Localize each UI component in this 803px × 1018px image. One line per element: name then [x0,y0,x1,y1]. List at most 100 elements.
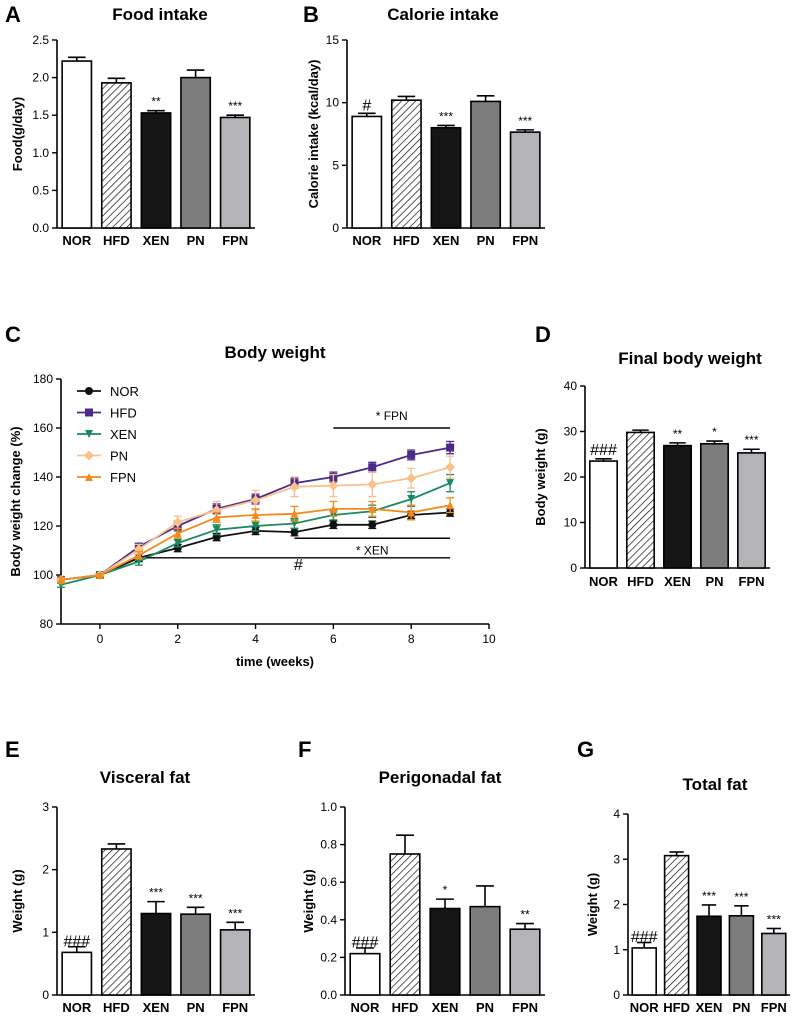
bar-pn [470,100,502,229]
data-point [212,525,221,534]
x-tick-label: 10 [482,632,496,646]
y-tick-label: 0.0 [320,988,337,1002]
data-point [445,462,456,473]
y-tick-label: 100 [33,568,53,582]
bar-pn [700,442,729,569]
panel-label: E [5,737,20,762]
bar-xen [663,444,692,569]
y-tick-label: 4 [613,807,620,821]
significance-mark: *** [702,889,716,903]
bar-hfd [626,431,655,569]
significance-mark: ### [352,935,379,952]
x-tick-label: 8 [408,632,415,646]
significance-mark: *** [228,99,242,113]
bar-hfd [390,99,422,229]
y-tick-label: 1.0 [32,146,49,160]
x-tick-label: HFD [103,233,130,248]
x-tick-label: PN [187,1000,205,1015]
bar-pn [180,76,212,229]
legend-label: HFD [110,406,137,421]
significance-mark: # [362,97,371,114]
y-tick-label: 0.5 [32,183,49,197]
data-point [329,520,338,529]
y-axis-label: Weight (g) [10,869,25,932]
x-tick-label: HFD [663,1000,690,1015]
legend-label: FPN [110,470,136,485]
significance-mark: * [443,883,448,897]
bar-fpn [737,452,766,569]
chart-title: Food intake [112,5,207,24]
bar-xen [140,112,172,229]
legend-label: NOR [110,384,139,399]
data-point [368,520,377,529]
y-tick-label: 0 [42,988,49,1002]
y-tick-label: 180 [33,372,53,386]
bar-nor [349,952,381,996]
x-tick-label: XEN [433,233,460,248]
y-tick-label: 0.2 [320,950,337,964]
significance-mark: ### [590,442,617,459]
data-point [407,495,416,504]
x-tick-label: XEN [143,233,170,248]
panel-E: E Visceral fat 0 1 2 3 Weight (g) NOR ### HFD XEN *… [5,737,255,1015]
y-tick-label: 0 [332,221,339,235]
x-tick-label: 0 [97,632,104,646]
data-point [172,517,183,528]
bar-xen [429,907,461,996]
x-tick-label: NOR [351,1000,381,1015]
significance-label: * XEN [356,543,389,557]
y-tick-label: 0.4 [320,913,337,927]
x-tick-label: 6 [330,632,337,646]
x-tick-label: PN [187,233,205,248]
bar-pn [469,905,501,996]
significance-mark: ** [520,908,530,922]
panel-label: C [5,322,21,347]
data-point [250,495,261,506]
data-point [290,509,299,518]
y-tick-label: 1.5 [32,108,49,122]
significance-label: * FPN [376,409,408,423]
bar-hfd [663,854,690,996]
panel-G: G Total fat 0 1 2 3 4 Weight (g) NOR ### HFD XEN ***… [577,737,790,1015]
bar-nor [589,460,618,569]
y-tick-label: 0 [613,988,620,1002]
y-axis-label: Food(g/day) [10,97,25,171]
y-tick-label: 15 [326,33,340,47]
x-tick-label: HFD [103,1000,130,1015]
y-tick-label: 10 [326,96,340,110]
data-point [329,504,338,513]
x-tick-label: NOR [62,1000,92,1015]
data-point [173,539,182,548]
chart-title: Body weight [224,343,325,362]
x-tick-label: NOR [589,574,619,589]
data-point [407,450,416,459]
data-point [407,508,416,517]
x-tick-label: NOR [630,1000,660,1015]
series-fpn [57,497,455,584]
bar-pn [728,915,755,996]
data-point [85,408,93,417]
data-point [57,575,65,584]
bar-pn [180,913,212,996]
x-tick-label: NOR [62,233,92,248]
y-tick-label: 140 [33,470,53,484]
bar-fpn [219,116,251,229]
significance-mark: *** [518,114,532,128]
data-point [85,473,93,481]
x-tick-label: PN [477,233,495,248]
panel-A: A Food intake 0.0 0.5 1.0 1.5 2.0 2.5 Food(g/day… [5,2,255,248]
data-point [446,501,455,510]
y-tick-label: 0.0 [32,221,49,235]
data-point [84,450,94,461]
y-tick-label: 3 [42,800,49,814]
chart-title: Total fat [683,775,748,794]
chart-title: Perigonadal fat [379,768,502,787]
panel-B: B Calorie intake 0 5 10 15 Calorie intake (kca… [303,2,545,248]
significance-mark: *** [228,906,242,920]
x-tick-label: PN [705,574,723,589]
y-tick-label: 1 [613,943,620,957]
data-point [368,463,377,472]
y-tick-label: 10 [564,516,578,530]
chart-title: Visceral fat [100,768,191,787]
